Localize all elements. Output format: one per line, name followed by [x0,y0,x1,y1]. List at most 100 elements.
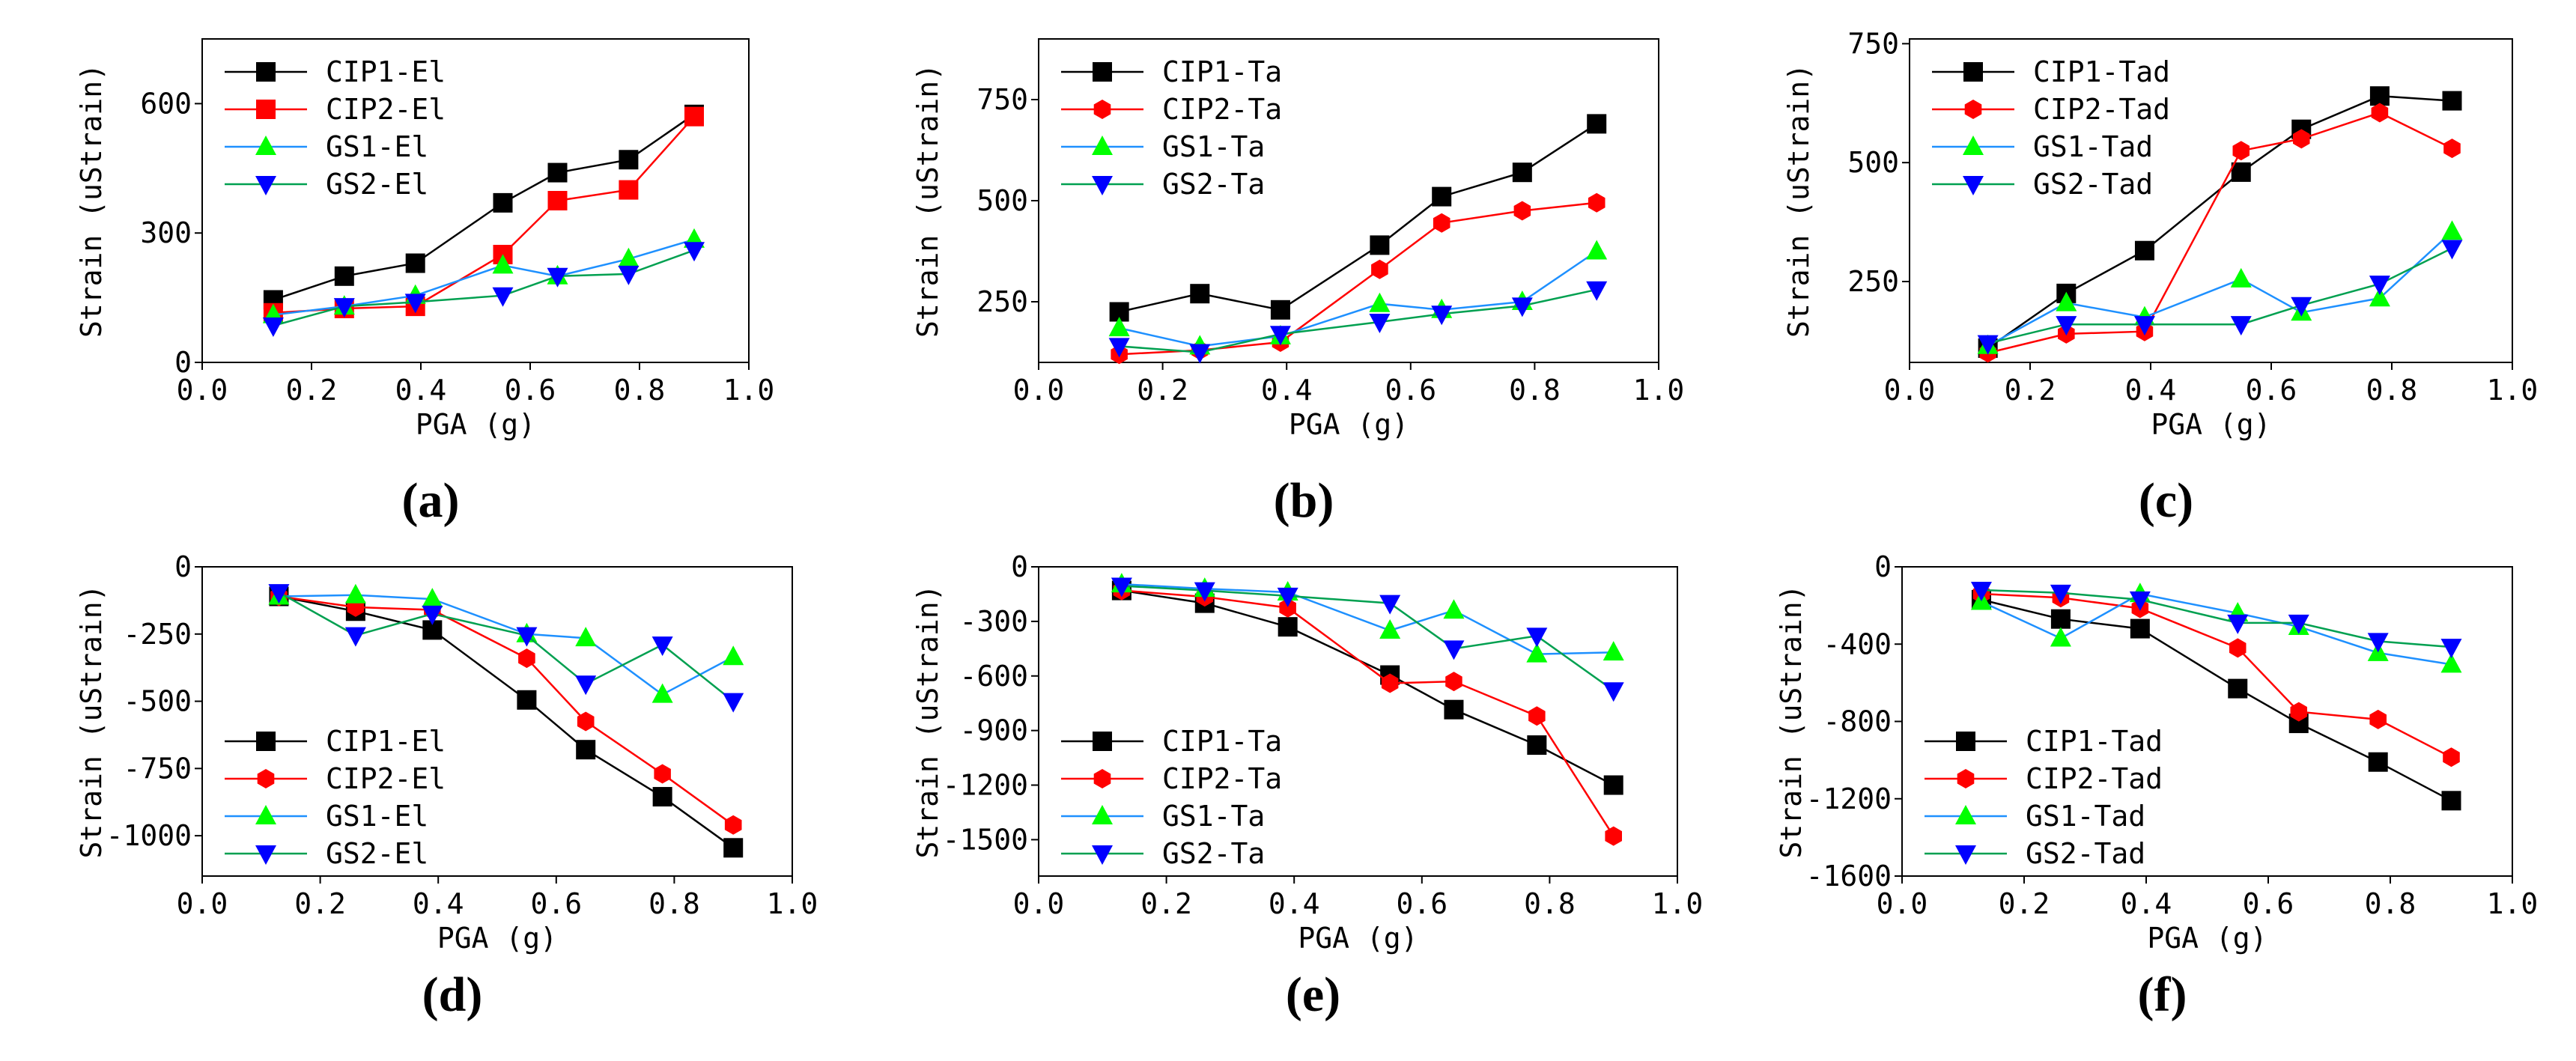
legend-label: GS1-Ta [1162,800,1265,833]
data-point [723,693,744,713]
data-point [1431,305,1453,326]
y-axis-label: Strain (uStrain) [911,584,944,858]
legend-label: GS2-Tad [2026,837,2145,870]
data-point [1527,735,1547,756]
x-axis-label: PGA (g) [1298,922,1418,955]
data-point [1977,335,1999,355]
data-point [652,787,672,807]
data-point [2230,316,2252,336]
legend-label: CIP2-El [326,762,446,795]
x-tick-label: 0.2 [1137,374,1188,407]
data-point [344,627,366,647]
data-point [577,711,595,732]
data-point [1371,259,1388,279]
y-tick-label: 0 [174,550,192,583]
data-point [1445,672,1462,692]
data-point [1277,587,1298,607]
data-point [1369,292,1391,312]
legend-marker [255,136,276,155]
data-point [2050,584,2071,604]
data-point [1511,297,1533,317]
data-point [575,675,597,696]
series-GS2-Tad [1977,240,2463,355]
y-tick-label: -1500 [943,823,1028,856]
series-CIP2-Ta [1111,192,1606,365]
panel-letter: (c) [2139,473,2193,528]
data-point [405,253,425,273]
x-tick-label: 0.4 [2121,887,2172,920]
x-axis-label: PGA (g) [2151,408,2270,441]
y-tick-label: 0 [1874,550,1892,583]
data-point [333,298,355,318]
x-tick-label: 0.8 [614,374,666,407]
data-point [619,150,639,170]
chart-panel-2: 0.0 0.2 0.4 0.6 0.8 1.0 250 500 750 PGA (g) Strain… [911,38,1684,528]
x-tick-label: 0.8 [2365,887,2416,920]
data-point [334,266,354,286]
data-point [518,648,535,669]
legend-label: GS1-Ta [1162,130,1265,163]
x-tick-label: 0.2 [286,374,338,407]
data-point [2291,297,2312,317]
x-tick-label: 0.0 [1013,887,1065,920]
x-tick-label: 0.4 [1269,887,1320,920]
data-point [2369,276,2390,296]
legend-label: CIP1-Tad [2033,55,2170,88]
data-point [1190,284,1210,304]
data-point [493,192,513,213]
legend-label: CIP2-Tad [2026,762,2163,795]
legend-marker [256,732,276,751]
series-GS2-Ta [1111,577,1624,702]
data-point [2231,162,2251,182]
x-tick-label: 0.6 [2246,374,2297,407]
x-axis-label: PGA (g) [437,922,557,955]
data-point [2228,678,2248,699]
data-point [1586,240,1608,260]
legend-label: GS2-El [326,168,428,201]
data-point [1605,826,1622,846]
legend-marker [1963,62,1983,82]
data-point [268,584,290,604]
data-point [516,627,538,647]
x-tick-label: 0.0 [1884,374,1936,407]
legend-marker [255,805,276,824]
data-point [2440,639,2462,659]
y-tick-label: 250 [1847,265,1899,298]
legend-marker [1955,845,1976,865]
chart-panel-3: 0.0 0.2 0.4 0.6 0.8 1.0 250 500 750 PGA (g) Strain… [1782,27,2538,528]
x-tick-label: 0.2 [1999,887,2050,920]
legend-label: CIP2-Ta [1162,93,1282,126]
legend-marker [1093,62,1112,82]
x-axis-label: PGA (g) [1289,408,1409,441]
plot-frame [201,566,793,877]
x-tick-label: 0.4 [413,887,464,920]
data-point [262,317,284,338]
data-point [1433,213,1450,233]
y-axis-label: Strain (uStrain) [75,584,108,858]
y-tick-label: -750 [123,752,192,785]
legend-label: GS1-El [326,800,428,833]
panel-letter: (d) [422,967,483,1022]
data-point [1526,627,1548,648]
y-tick-label: -500 [123,685,192,718]
data-point [1379,595,1401,615]
legend-marker [256,62,276,82]
legend-marker [1964,100,1982,119]
x-tick-label: 0.0 [177,374,228,407]
data-point [723,838,744,858]
data-point [2441,220,2463,240]
x-tick-label: 0.0 [177,887,228,920]
data-point [2443,747,2460,767]
series-GS2-Tad [1970,581,2462,659]
x-tick-label: 0.6 [530,887,582,920]
x-tick-label: 0.2 [294,887,346,920]
legend-label: GS1-El [326,130,428,163]
data-point [2290,702,2307,722]
data-point [2440,653,2462,673]
x-tick-label: 0.4 [1261,374,1313,407]
data-point [2227,614,2249,634]
y-tick-label: 300 [140,216,192,249]
legend-marker [256,100,276,119]
panel-letter: (a) [402,473,460,528]
